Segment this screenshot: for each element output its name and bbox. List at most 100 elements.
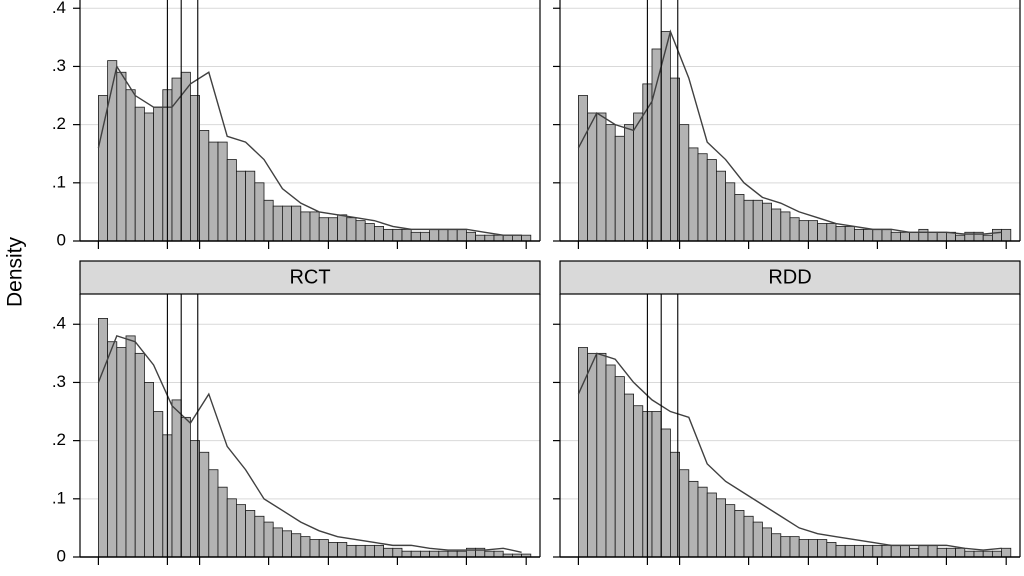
bar: [854, 228, 865, 242]
bar: [272, 527, 283, 558]
bar: [918, 544, 929, 558]
bar: [134, 352, 145, 558]
bar: [327, 217, 338, 242]
bar: [596, 352, 607, 558]
bar: [918, 228, 929, 242]
bar: [337, 214, 348, 242]
panel: RDD: [553, 260, 1021, 565]
bar: [808, 220, 819, 242]
panel-title: RCT: [289, 266, 330, 288]
density-line: [577, 29, 1002, 235]
bar: [401, 228, 412, 242]
bar: [355, 544, 366, 558]
bar: [456, 550, 467, 558]
bar: [982, 234, 993, 242]
bar: [318, 539, 329, 558]
bar: [578, 95, 589, 242]
bar: [512, 234, 523, 242]
bar: [771, 208, 782, 242]
bar: [927, 231, 938, 242]
bar: [429, 550, 440, 558]
y-tick-label: .4: [52, 314, 66, 333]
bar: [688, 147, 699, 242]
bar: [872, 228, 883, 242]
bar: [245, 510, 256, 558]
panel: 0 .1 .2 .3 .4 RCT: [52, 260, 541, 565]
bar: [98, 318, 109, 558]
bar: [125, 89, 136, 242]
bar: [992, 228, 1003, 242]
bar: [281, 205, 292, 242]
bar: [789, 217, 800, 242]
bar: [475, 234, 486, 242]
panel-strip: [559, 260, 1021, 295]
bar: [679, 469, 690, 558]
bar: [355, 220, 366, 242]
bar: [484, 550, 495, 558]
bar: [817, 539, 828, 558]
y-tick-label: .1: [52, 172, 66, 191]
bar: [844, 544, 855, 558]
bar: [863, 544, 874, 558]
bar: [854, 544, 865, 558]
bar: [734, 194, 745, 242]
bar: [226, 159, 237, 242]
panel: 0 .1 .2 .3 .4: [52, 0, 541, 249]
bar: [587, 112, 598, 242]
bar: [254, 515, 265, 558]
bar: [624, 124, 635, 242]
density-line: [97, 64, 522, 236]
bar: [521, 234, 532, 242]
bar: [614, 376, 625, 558]
bar: [762, 527, 773, 558]
bar: [605, 364, 616, 558]
bar: [946, 547, 957, 558]
bar: [153, 106, 164, 242]
bar: [245, 170, 256, 242]
bar: [180, 71, 191, 242]
bar: [697, 486, 708, 558]
bar: [660, 428, 671, 558]
bar: [392, 547, 403, 558]
bar: [373, 226, 384, 242]
bar: [982, 550, 993, 558]
bar: [716, 170, 727, 242]
bar: [624, 393, 635, 558]
bar: [291, 533, 302, 558]
bar: [762, 202, 773, 242]
bar: [364, 544, 375, 558]
bar: [438, 550, 449, 558]
y-tick-label: .3: [52, 56, 66, 75]
bar: [817, 223, 828, 242]
bar: [936, 547, 947, 558]
bar: [180, 416, 191, 558]
bar: [493, 234, 504, 242]
bar: [1001, 547, 1012, 558]
bar: [438, 228, 449, 242]
bar: [484, 234, 495, 242]
bar: [651, 411, 662, 558]
bar: [337, 542, 348, 558]
bar: [116, 71, 127, 242]
bar: [725, 182, 736, 242]
bar: [955, 547, 966, 558]
bar: [725, 504, 736, 558]
bar: [263, 521, 274, 558]
bar: [973, 550, 984, 558]
panel-strip: [79, 260, 541, 295]
bar: [300, 536, 311, 558]
bar: [872, 544, 883, 558]
bar: [107, 341, 118, 558]
bar: [226, 498, 237, 558]
bar: [881, 544, 892, 558]
bar: [208, 141, 219, 242]
bar: [199, 451, 210, 558]
bar: [578, 347, 589, 558]
bar: [217, 141, 228, 242]
bar: [900, 544, 911, 558]
bar: [263, 199, 274, 242]
bar: [153, 411, 164, 558]
bar: [208, 469, 219, 558]
bar: [383, 547, 394, 558]
